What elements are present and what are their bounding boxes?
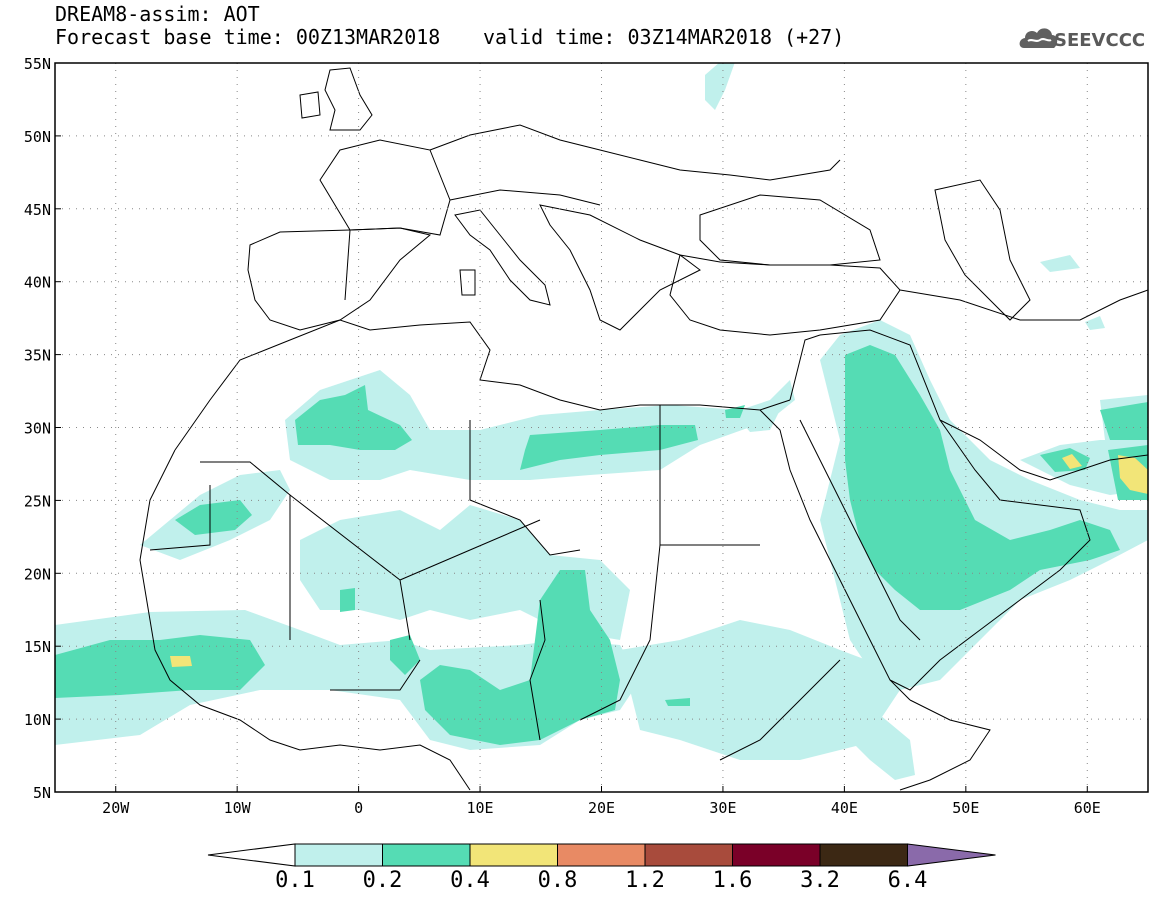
lon-label: 60E xyxy=(1074,799,1101,817)
color-legend xyxy=(207,843,996,867)
latitude-labels: 55N 50N 45N 40N 35N 30N 25N 20N 15N 10N 5N xyxy=(24,55,61,802)
colorbar-box xyxy=(819,843,908,867)
lon-label: 0 xyxy=(354,799,363,817)
legend-level-label: 6.4 xyxy=(887,868,928,893)
lon-label: 30E xyxy=(709,799,736,817)
lon-label: 10W xyxy=(224,799,252,817)
lon-label: 40E xyxy=(831,799,858,817)
lat-label: 5N xyxy=(33,784,51,802)
country-borders xyxy=(139,67,1148,791)
seevccc-logo: SEEVCCC xyxy=(1054,30,1146,51)
legend-level-label: 0.8 xyxy=(537,868,578,893)
colorbar-low-arrow xyxy=(207,843,296,867)
colorbar-box xyxy=(644,843,733,867)
map-title: DREAM8-assim: AOT xyxy=(55,2,260,26)
cloud-icon xyxy=(1019,28,1058,48)
aot-shading xyxy=(55,63,1148,780)
lat-label: 15N xyxy=(24,638,51,656)
lon-label: 20W xyxy=(102,799,130,817)
legend-level-label: 0.2 xyxy=(362,868,403,893)
lat-label: 50N xyxy=(24,128,51,146)
lon-label: 50E xyxy=(952,799,979,817)
forecast-base-time: Forecast base time: 00Z13MAR2018 xyxy=(55,25,441,49)
longitude-labels: 20W 10W 0 10E 20E 30E 40E 50E 60E xyxy=(102,786,1101,817)
lat-label: 20N xyxy=(24,565,51,583)
valid-time: valid time: 03Z14MAR2018 (+27) xyxy=(483,25,845,49)
colorbar-box xyxy=(294,843,383,867)
lat-label: 10N xyxy=(24,711,51,729)
legend-level-label: 0.1 xyxy=(275,868,315,893)
lon-label: 10E xyxy=(467,799,494,817)
legend-level-label: 3.2 xyxy=(800,868,840,893)
colorbar-box xyxy=(557,843,646,867)
colorbar-box xyxy=(732,843,821,867)
lat-label: 40N xyxy=(24,274,51,292)
lon-label: 20E xyxy=(588,799,615,817)
lat-label: 45N xyxy=(24,201,51,219)
legend-level-label: 1.2 xyxy=(625,868,665,893)
lat-label: 35N xyxy=(24,347,51,365)
map-grid xyxy=(55,63,1148,792)
colorbar-box xyxy=(469,843,558,867)
colorbar-box xyxy=(382,843,471,867)
legend-level-label: 1.6 xyxy=(712,868,753,893)
lat-label: 25N xyxy=(24,492,51,510)
lat-label: 55N xyxy=(24,55,51,73)
lat-label: 30N xyxy=(24,420,51,438)
legend-level-label: 0.4 xyxy=(450,868,490,893)
colorbar-high-arrow xyxy=(907,843,996,867)
